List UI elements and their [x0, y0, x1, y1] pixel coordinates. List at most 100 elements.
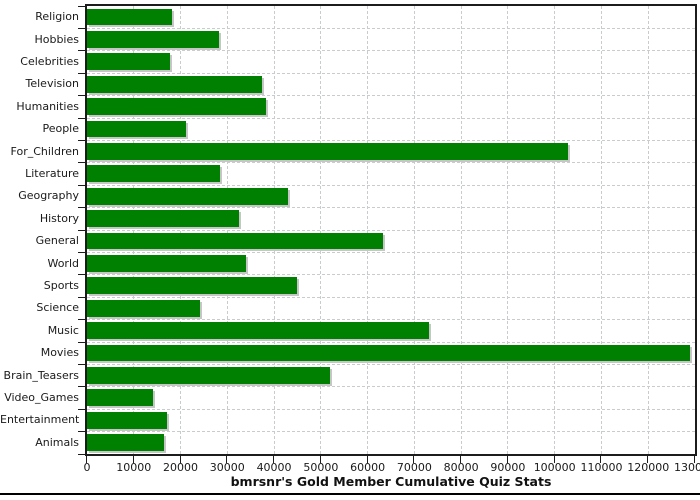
- x-axis-tick: [600, 456, 602, 463]
- y-axis-tick: [78, 184, 86, 186]
- y-axis-tick: [78, 296, 86, 298]
- y-axis-category-label: Literature: [25, 167, 79, 180]
- bar-history: [87, 210, 239, 227]
- bar-science: [87, 299, 201, 317]
- y-axis-tick: [78, 5, 86, 7]
- gridline-horizontal: [87, 50, 695, 52]
- bar-people: [87, 120, 187, 138]
- bar-video_games: [87, 389, 154, 407]
- gridline-horizontal: [87, 408, 695, 410]
- y-axis-tick: [78, 162, 86, 164]
- gridline-horizontal: [87, 117, 695, 119]
- x-axis-tick-label: 60000: [350, 461, 386, 474]
- y-axis-tick: [78, 341, 86, 343]
- gridline-horizontal: [87, 386, 695, 388]
- x-axis-tick: [553, 456, 555, 463]
- gridline-horizontal: [87, 251, 695, 253]
- gridline-horizontal: [87, 431, 695, 433]
- y-axis-tick: [78, 251, 86, 253]
- x-axis-tick: [179, 456, 181, 463]
- x-axis-tick-label: 70000: [396, 461, 432, 474]
- gridline-horizontal: [87, 207, 695, 209]
- y-axis-category-label: General: [35, 234, 79, 248]
- gridline-horizontal: [87, 139, 695, 141]
- y-axis-category-label: Television: [25, 77, 80, 91]
- bar-television: [87, 75, 263, 93]
- y-axis-category-label: History: [39, 211, 79, 225]
- bar-general: [87, 232, 383, 250]
- y-axis-tick: [78, 229, 86, 231]
- x-axis-tick: [226, 456, 228, 463]
- bar-entertainment: [87, 411, 168, 429]
- bar-humanities: [87, 98, 267, 115]
- gridline-horizontal: [87, 229, 695, 231]
- gridline-horizontal: [87, 95, 695, 97]
- y-axis-tick: [78, 274, 86, 276]
- y-axis-tick: [78, 95, 86, 97]
- gridline-horizontal: [87, 363, 695, 365]
- y-axis-category-label: Religion: [35, 10, 79, 24]
- y-axis-category-label: Humanities: [16, 99, 79, 113]
- x-axis-tick: [273, 456, 275, 463]
- y-axis-category-label: Entertainment: [0, 413, 80, 427]
- y-axis-tick: [78, 207, 86, 209]
- bar-for_children: [87, 142, 569, 160]
- plot-area: [85, 4, 697, 456]
- gridline-horizontal: [87, 72, 695, 74]
- x-axis-tick: [413, 456, 415, 463]
- y-axis-category-label: Animals: [35, 435, 79, 449]
- x-axis-tick-label: 130000: [674, 461, 700, 474]
- y-axis-category-label: Video_Games: [4, 391, 79, 404]
- bottom-border-line: [0, 493, 700, 495]
- y-axis-tick: [78, 50, 86, 52]
- y-axis-tick: [78, 453, 86, 455]
- y-axis-category-label: Music: [47, 323, 79, 337]
- y-axis-category-label: Celebrities: [20, 55, 79, 68]
- x-axis-tick: [319, 456, 321, 463]
- bar-animals: [87, 434, 165, 451]
- bar-geography: [87, 187, 289, 205]
- y-axis-category-label: People: [42, 122, 79, 136]
- gridline-horizontal: [87, 274, 695, 276]
- y-axis-category-label: Brain_Teasers: [3, 368, 79, 382]
- bar-sports: [87, 277, 297, 295]
- y-axis-tick: [78, 117, 86, 119]
- x-axis-tick-label: 30000: [209, 461, 245, 474]
- y-axis-tick: [78, 139, 86, 141]
- x-axis-tick: [694, 456, 695, 463]
- y-axis-tick: [78, 431, 86, 433]
- gridline-horizontal: [87, 319, 695, 321]
- bar-movies: [87, 344, 691, 362]
- gridline-horizontal: [87, 296, 695, 298]
- bar-hobbies: [87, 30, 220, 48]
- y-axis-tick: [78, 408, 86, 410]
- chart-title: bmrsnr's Gold Member Cumulative Quiz Sta…: [230, 474, 552, 489]
- gridline-horizontal: [87, 27, 695, 29]
- y-axis-category-label: Geography: [18, 189, 79, 203]
- x-axis-tick-label: 110000: [580, 461, 623, 474]
- bar-celebrities: [87, 53, 170, 71]
- bar-music: [87, 322, 429, 339]
- x-axis-tick-label: 90000: [490, 461, 526, 474]
- x-axis-tick-label: 50000: [303, 461, 339, 474]
- bar-world: [87, 254, 246, 272]
- bar-religion: [87, 8, 173, 26]
- gridline-horizontal: [87, 162, 695, 164]
- x-axis-tick-label: 120000: [627, 461, 670, 474]
- x-axis-tick-label: 20000: [163, 461, 199, 474]
- x-axis-tick-label: 0: [83, 461, 91, 474]
- bar-literature: [87, 165, 221, 183]
- y-axis-category-label: For_Children: [10, 144, 79, 158]
- x-axis-tick: [647, 456, 649, 463]
- x-axis-tick: [86, 456, 87, 463]
- x-axis-tick: [132, 456, 134, 463]
- x-axis-tick-label: 100000: [533, 461, 576, 474]
- y-axis-tick: [78, 27, 86, 29]
- y-axis-category-label: Sports: [43, 279, 79, 292]
- x-axis-tick: [366, 456, 368, 463]
- x-axis-tick: [506, 456, 508, 463]
- y-axis-tick: [78, 386, 86, 388]
- y-axis-category-label: Science: [36, 301, 79, 315]
- x-axis-tick-label: 40000: [256, 461, 292, 474]
